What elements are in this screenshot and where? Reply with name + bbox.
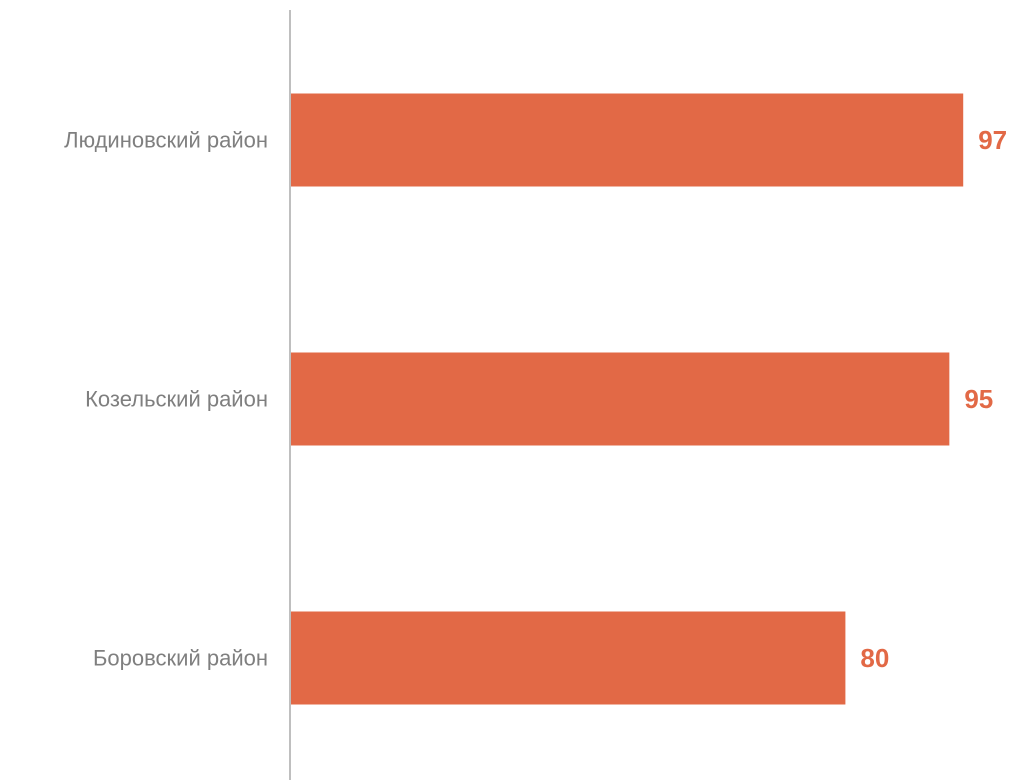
bar-1 [291,93,964,187]
bar-3 [291,611,846,705]
bars-layer [291,93,964,705]
labels-layer: Людиновский район 97 Козельский район 95 Бор… [64,125,1007,673]
category-label-1: Людиновский район [64,128,268,153]
value-label-3: 80 [860,643,889,673]
value-label-2: 95 [964,384,993,414]
category-label-2: Козельский район [85,387,268,412]
category-label-3: Боровский район [93,646,268,671]
value-label-1: 97 [978,125,1007,155]
bar-2 [291,352,950,446]
